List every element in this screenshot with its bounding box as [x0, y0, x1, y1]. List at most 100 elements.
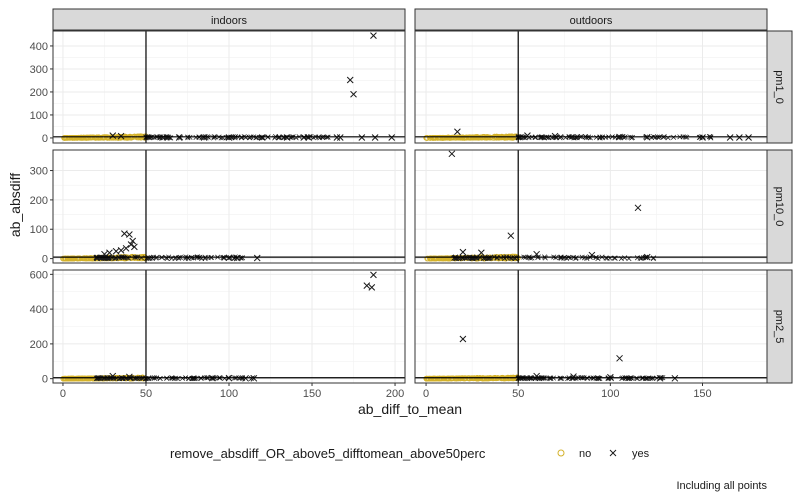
point-no: [74, 135, 80, 141]
x-axis-label: ab_diff_to_mean: [358, 401, 462, 417]
panel-indoors-pm1_0: 0 100 200 300 400: [30, 30, 406, 145]
point-no: [448, 375, 454, 382]
legend: remove_absdiff_OR_above5_difftomean_abov…: [170, 446, 650, 461]
point-yes: [542, 255, 548, 261]
point-yes: [644, 375, 650, 381]
point-yes: [512, 255, 518, 261]
point-yes: [524, 132, 531, 139]
point-yes: [253, 254, 261, 262]
point-no: [111, 134, 118, 141]
point-yes: [175, 376, 181, 382]
point-yes: [459, 335, 467, 343]
point-yes: [300, 134, 308, 141]
point-yes: [745, 134, 752, 141]
point-no: [445, 255, 451, 261]
point-yes: [596, 375, 602, 381]
point-no: [80, 134, 87, 141]
x-tick-label: 50: [140, 388, 152, 400]
point-yes: [573, 134, 580, 141]
point-yes: [222, 375, 228, 382]
point-yes: [125, 255, 132, 261]
point-no: [509, 134, 516, 141]
panel-border: [52, 149, 406, 264]
point-yes: [634, 255, 641, 261]
point-no: [81, 255, 88, 262]
point-no: [456, 134, 463, 141]
y-tick-label: 0: [42, 374, 48, 386]
facet-label-pm2_5: pm2_5: [773, 310, 785, 344]
point-yes: [139, 376, 145, 382]
point-no: [125, 135, 131, 141]
point-yes: [619, 375, 625, 381]
point-yes: [462, 255, 468, 261]
panel-outdoors-pm10_0: [414, 149, 768, 264]
point-no: [453, 375, 460, 382]
point-yes: [368, 284, 376, 291]
facet-label-pm10_0: pm10_0: [773, 187, 785, 227]
point-no: [91, 134, 98, 141]
point-yes: [200, 134, 208, 141]
point-yes: [581, 255, 588, 261]
point-yes: [699, 134, 706, 141]
point-yes: [175, 134, 183, 141]
point-yes: [358, 134, 366, 141]
point-yes: [507, 255, 514, 261]
y-tick-label: 200: [30, 339, 48, 351]
point-no: [64, 135, 70, 141]
x-tick-label: 0: [60, 388, 66, 400]
point-no: [77, 375, 84, 382]
point-no: [431, 255, 437, 262]
point-no: [72, 135, 79, 141]
panels-layer: indoors outdoors pm1_0 pm10_0 pm2_5 0 100 200 30…: [30, 8, 793, 400]
point-yes: [133, 375, 139, 381]
point-yes: [616, 354, 623, 362]
point-yes: [122, 244, 130, 252]
point-no: [62, 255, 69, 262]
point-yes: [455, 255, 461, 261]
point-no: [70, 375, 76, 382]
point-no: [84, 255, 90, 261]
point-no: [502, 134, 509, 141]
point-no: [424, 375, 430, 382]
y-tick-label: 0: [42, 133, 48, 145]
panel-indoors-pm2_5: 0 200 400 600 0 50 100 150 200: [30, 269, 406, 400]
legend-no-label: no: [579, 448, 591, 460]
point-yes: [528, 375, 535, 382]
point-no: [436, 375, 443, 382]
y-tick-label: 600: [30, 269, 48, 281]
point-yes: [551, 132, 559, 140]
point-yes: [583, 135, 589, 141]
x-tick-label: 100: [220, 388, 238, 400]
point-yes: [573, 255, 579, 261]
point-no: [96, 134, 102, 141]
point-yes: [225, 134, 233, 141]
x-tick-label: 150: [693, 388, 711, 400]
point-yes: [186, 376, 192, 382]
point-yes: [634, 204, 642, 212]
point-yes: [736, 134, 743, 141]
point-yes: [258, 134, 266, 141]
point-yes: [644, 375, 650, 382]
point-no: [61, 135, 68, 141]
point-yes: [120, 255, 126, 261]
point-yes: [370, 32, 377, 39]
point-yes: [283, 134, 291, 141]
point-yes: [159, 134, 166, 141]
point-yes: [126, 373, 133, 381]
point-yes: [94, 375, 100, 381]
point-yes: [557, 375, 563, 381]
point-no: [104, 134, 111, 141]
point-no: [427, 135, 434, 141]
point-yes: [188, 255, 194, 261]
point-yes: [117, 132, 125, 140]
y-tick-label: 400: [30, 304, 48, 316]
point-no: [450, 134, 457, 141]
panel-border: [52, 30, 406, 144]
x-tick-label: 50: [512, 388, 524, 400]
facet-label-pm1_0: pm1_0: [773, 70, 785, 104]
x-tick-label: 0: [423, 388, 429, 400]
point-yes: [570, 373, 577, 380]
point-yes: [240, 255, 246, 261]
point-yes: [145, 375, 151, 381]
point-yes: [233, 254, 241, 262]
